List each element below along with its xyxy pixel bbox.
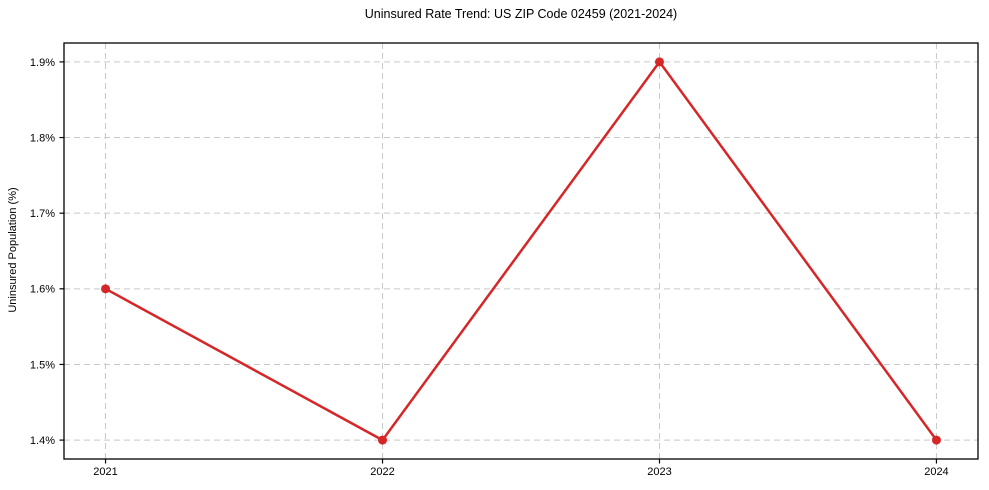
data-point-marker — [101, 284, 111, 294]
x-tick-label: 2021 — [93, 466, 117, 478]
y-tick-label: 1.6% — [30, 284, 55, 296]
trend-line — [104, 60, 938, 442]
x-tick-label: 2022 — [370, 466, 394, 478]
chart-title: Uninsured Rate Trend: US ZIP Code 02459 … — [364, 7, 678, 21]
y-tick-label: 1.7% — [30, 208, 55, 220]
y-tick-label: 1.8% — [30, 132, 55, 144]
data-point-marker — [931, 435, 941, 445]
x-tick-label: 2023 — [647, 466, 671, 478]
data-point-marker — [378, 435, 388, 445]
y-tick-label: 1.5% — [30, 359, 55, 371]
plot-frame — [63, 42, 979, 460]
y-tick-label: 1.9% — [30, 57, 55, 69]
x-tick-label: 2024 — [924, 466, 948, 478]
data-point-marker — [654, 57, 664, 67]
y-tick-label: 1.4% — [30, 435, 55, 447]
